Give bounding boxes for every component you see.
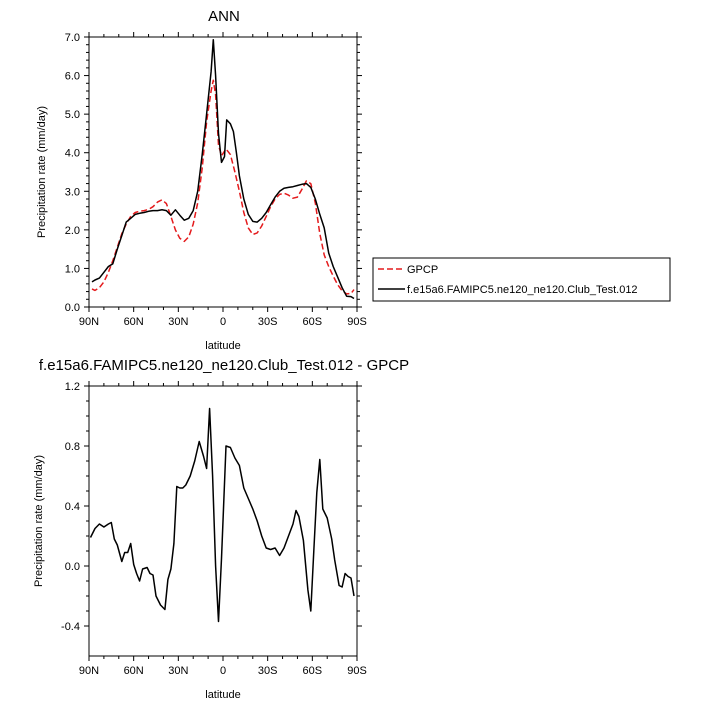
bottom-x-tick-label-6: 90S: [347, 665, 367, 677]
top-tick-layer: 90N 60N 30N 0 30S 60S 90S 0.0 1.0 2.0 3.0 4.0 5.0 6.0…: [65, 32, 367, 328]
bottom-y-tick-label-0: -0.4: [61, 621, 80, 633]
top-y-tick-label-4: 4.0: [65, 148, 80, 160]
top-y-tick-label-3: 3.0: [65, 186, 80, 198]
bottom-x-tick-label-2: 30N: [168, 665, 188, 677]
top-x-tick-label-1: 60N: [124, 316, 144, 328]
top-series-line-0: [91, 79, 355, 295]
top-x-tick-label-2: 30N: [168, 316, 188, 328]
bottom-y-axis-label: Precipitation rate (mm/day): [33, 455, 45, 587]
bottom-panel-title: f.e15a6.FAMIPC5.ne120_ne120.Club_Test.01…: [39, 357, 409, 374]
legend: GPCP f.e15a6.FAMIPC5.ne120_ne120.Club_Te…: [372, 257, 671, 302]
bottom-y-tick-label-2: 0.4: [65, 501, 80, 513]
legend-box: [372, 257, 671, 302]
bottom-tick-layer: 90N 60N 30N 0 30S 60S 90S -0.4 0.0 0.4 0.8 1.2: [61, 381, 367, 677]
bottom-series-layer: [89, 407, 355, 623]
top-y-tick-label-1: 1.0: [65, 263, 80, 275]
top-x-tick-label-5: 60S: [303, 316, 323, 328]
bottom-x-tick-label-5: 60S: [303, 665, 323, 677]
top-x-tick-label-4: 30S: [258, 316, 278, 328]
top-panel: ANN 90N 60N 30N 0 30S 60S 90S 0.0 1.0 2.0 3.0 4.0 5.…: [36, 8, 367, 352]
top-y-tick-label-7: 7.0: [65, 32, 80, 44]
legend-label-model: f.e15a6.FAMIPC5.ne120_ne120.Club_Test.01…: [407, 284, 638, 296]
top-y-tick-label-5: 5.0: [65, 109, 80, 121]
bottom-series-line-0: [89, 407, 355, 623]
top-panel-title: ANN: [208, 8, 240, 25]
top-y-axis-label: Precipitation rate (mm/day): [36, 106, 48, 238]
top-x-tick-label-6: 90S: [347, 316, 367, 328]
bottom-x-tick-label-4: 30S: [258, 665, 278, 677]
top-y-tick-label-6: 6.0: [65, 71, 80, 83]
bottom-x-axis-label: latitude: [205, 689, 240, 701]
bottom-y-tick-label-1: 0.0: [65, 561, 80, 573]
top-y-tick-label-2: 2.0: [65, 225, 80, 237]
bottom-y-tick-label-4: 1.2: [65, 381, 80, 393]
legend-label-gpcp: GPCP: [407, 264, 438, 276]
bottom-y-tick-label-3: 0.8: [65, 441, 80, 453]
bottom-x-tick-label-1: 60N: [124, 665, 144, 677]
top-plot-frame: [88, 36, 358, 308]
bottom-x-tick-label-0: 90N: [79, 665, 99, 677]
top-series-line-1: [91, 38, 355, 300]
top-x-axis-label: latitude: [205, 340, 240, 352]
top-x-tick-label-0: 90N: [79, 316, 99, 328]
bottom-panel: f.e15a6.FAMIPC5.ne120_ne120.Club_Test.01…: [33, 357, 409, 701]
bottom-x-tick-label-3: 0: [220, 665, 226, 677]
top-series-layer: [91, 38, 355, 300]
top-x-tick-label-3: 0: [220, 316, 226, 328]
top-y-tick-label-0: 0.0: [65, 302, 80, 314]
